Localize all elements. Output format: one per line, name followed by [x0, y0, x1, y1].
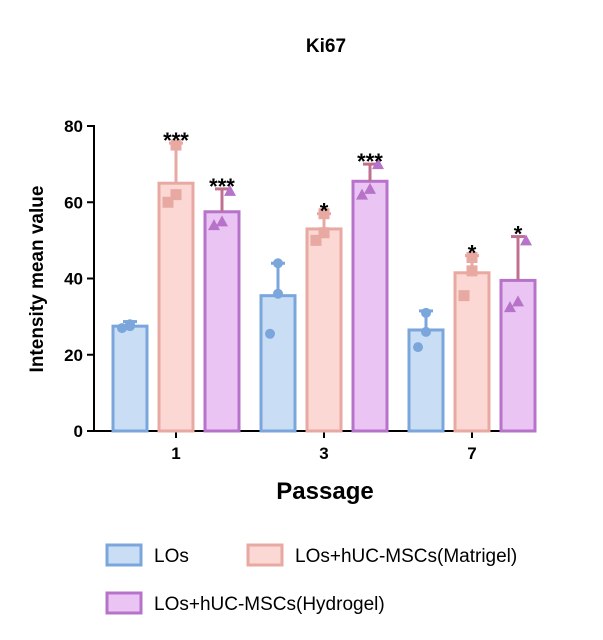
point-s2-c2-0	[504, 301, 516, 313]
significance-s2-c2: *	[514, 222, 523, 247]
point-s0-c1-2	[273, 258, 283, 269]
x-tick-label-1: 3	[319, 444, 328, 463]
point-s0-c2-1	[421, 326, 431, 337]
point-s0-c1-0	[265, 328, 275, 339]
point-s1-c0-2	[170, 139, 182, 151]
point-s1-c0-1	[170, 189, 182, 201]
legend-swatch-2	[105, 591, 143, 615]
point-s2-c0-2	[224, 184, 236, 196]
legend-label-1: LOs+hUC-MSCs(Matrigel)	[295, 546, 517, 567]
point-s0-c2-2	[421, 307, 431, 318]
significance-s1-c1: *	[320, 199, 329, 224]
chart-title: Ki67	[306, 36, 346, 57]
point-s2-c0-1	[216, 215, 228, 227]
y-tick-label-3: 60	[64, 193, 83, 212]
point-s2-c1-1	[364, 182, 376, 194]
significance-s2-c1: ***	[357, 149, 383, 174]
x-axis-label: Passage	[276, 478, 373, 505]
point-s1-c1-2	[318, 208, 330, 220]
bar-s1-c0	[157, 181, 195, 433]
bar-s1-c1	[305, 227, 343, 433]
y-tick-label-2: 40	[64, 270, 83, 289]
legend: LOs LOs+hUC-MSCs(Matrigel) LOs+hUC-MSCs(Hy…	[105, 543, 517, 615]
point-s1-c2-1	[466, 265, 478, 277]
legend-swatch-0	[105, 543, 143, 567]
significance-s2-c0: ***	[209, 174, 235, 199]
y-tick-label-0: 0	[74, 422, 83, 441]
point-s1-c2-2	[466, 252, 478, 264]
point-s1-c1-0	[310, 234, 322, 246]
point-s1-c2-0	[458, 290, 470, 302]
point-s0-c1-1	[273, 288, 283, 299]
y-tick-label-4: 80	[64, 117, 83, 136]
y-tick-label-1: 20	[64, 346, 83, 365]
x-tick-label-2: 7	[467, 444, 476, 463]
point-s2-c1-0	[356, 188, 368, 200]
point-s2-c2-1	[512, 295, 524, 307]
point-s1-c0-0	[162, 196, 174, 208]
significance-s1-c2: *	[468, 241, 477, 266]
point-s0-c0-2	[125, 321, 135, 332]
significance-s1-c0: ***	[163, 128, 189, 153]
point-s2-c2-2	[520, 234, 532, 246]
bar-s0-c1	[259, 294, 297, 433]
x-tick-label-0: 1	[171, 444, 180, 463]
legend-label-0: LOs	[154, 546, 189, 567]
y-axis-label: Intensity mean value	[27, 186, 48, 373]
point-s1-c1-1	[318, 227, 330, 239]
point-s2-c1-2	[372, 158, 384, 170]
point-s2-c0-0	[208, 219, 220, 231]
legend-swatch-1	[246, 543, 284, 567]
legend-label-2: LOs+hUC-MSCs(Hydrogel)	[154, 594, 385, 615]
point-s0-c0-0	[117, 323, 127, 334]
bar-s2-c0	[203, 210, 241, 433]
bar-s0-c0	[111, 324, 149, 433]
point-s0-c2-0	[413, 342, 423, 353]
bar-s2-c1	[351, 179, 389, 433]
